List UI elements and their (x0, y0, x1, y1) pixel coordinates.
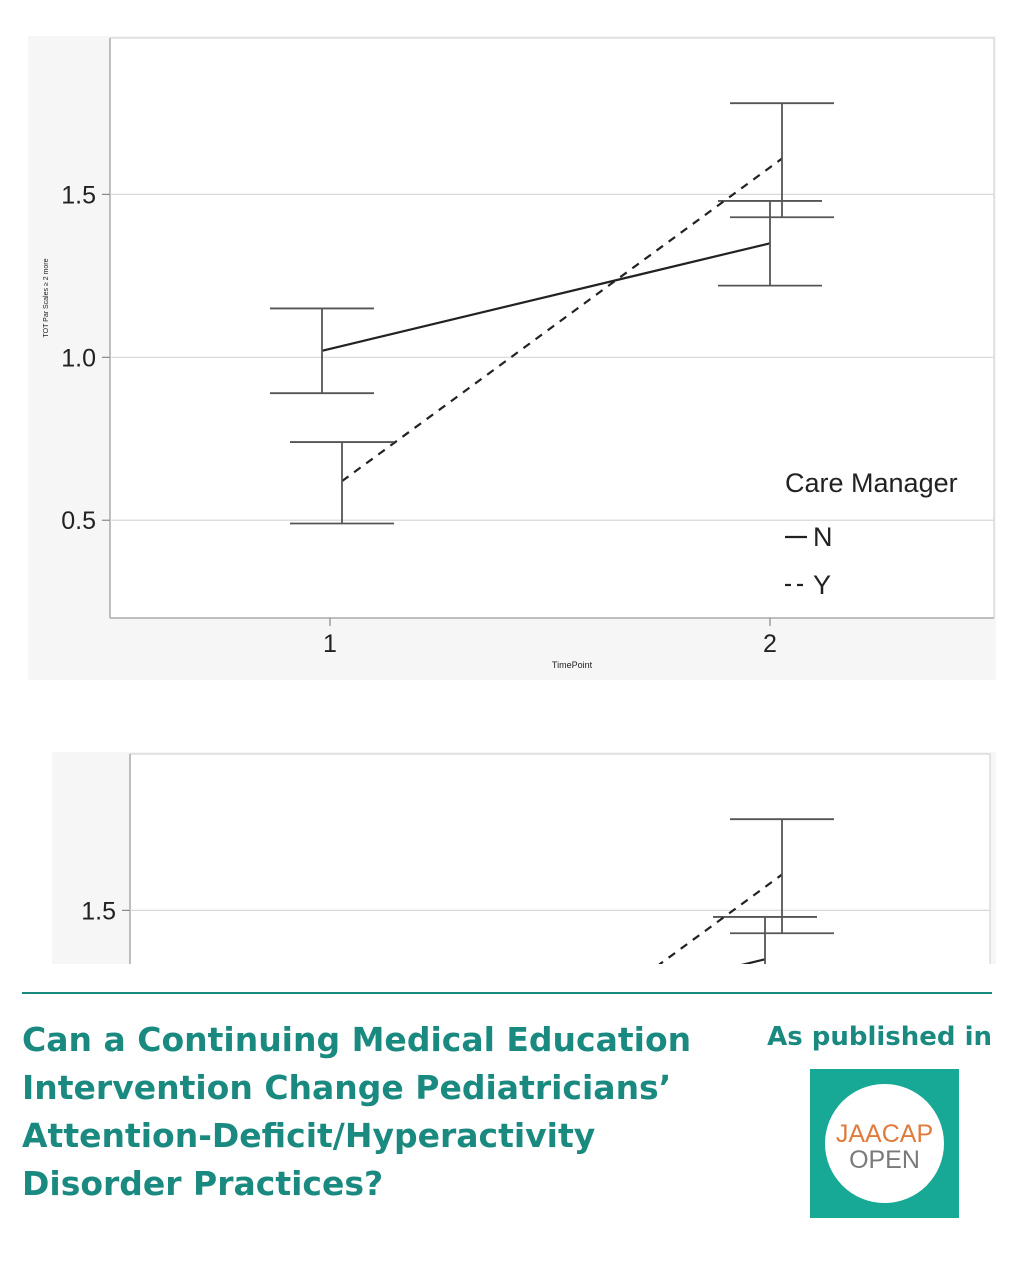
series-line-Y (341, 157, 783, 483)
y-tick-label: 1.5 (81, 897, 116, 925)
y-tick-label: 1.0 (61, 344, 96, 372)
series-line-N (321, 242, 771, 352)
series-line-Y (658, 873, 783, 964)
logo-text-bottom: OPEN (849, 1146, 920, 1174)
x-tick-label: 1 (323, 630, 337, 658)
divider-line (22, 992, 992, 994)
legend-label-N: N (813, 522, 833, 552)
logo-text-top: JAACAP (835, 1120, 934, 1148)
x-tick-label: 2 (763, 630, 777, 658)
plot-area (129, 753, 991, 964)
y-tick-label: 1.5 (61, 181, 96, 209)
y-axis-label: TOT Par Scales ≥ 2 more (43, 258, 50, 337)
legend-title: Care Manager (785, 468, 958, 498)
x-axis-label: TimePoint (552, 660, 593, 670)
published-label: As published in (767, 1022, 992, 1052)
main-chart: 0.5 1.0 1.5 1 2 TimePoint TOT Par Scales ≥ 2 m… (28, 36, 996, 680)
jaacap-open-logo: JAACAP OPEN (810, 1069, 959, 1218)
zoomed-chart-svg: 1.5 (81, 753, 991, 964)
article-title: Can a Continuing Medical Education Inter… (22, 1020, 692, 1203)
logo-circle: JAACAP OPEN (825, 1084, 944, 1203)
zoomed-chart: 1.5 (52, 752, 996, 964)
main-chart-svg: 0.5 1.0 1.5 1 2 TimePoint TOT Par Scales ≥ 2 m… (43, 37, 995, 670)
legend-label-Y: Y (813, 570, 831, 600)
y-tick-label: 0.5 (61, 507, 96, 535)
